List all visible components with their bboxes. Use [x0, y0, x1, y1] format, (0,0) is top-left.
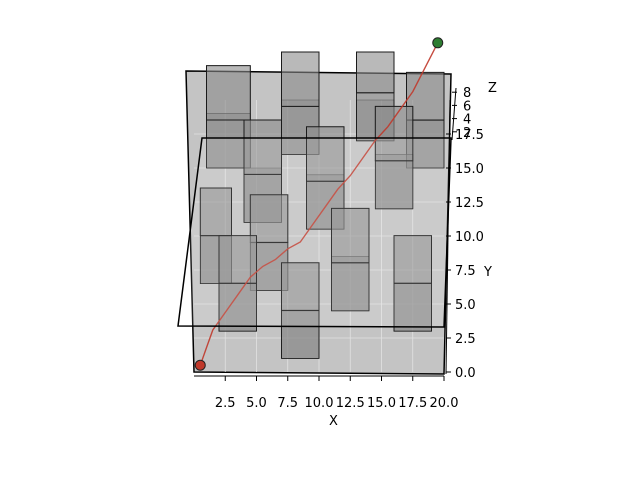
z-tick-label: 4 — [463, 113, 471, 128]
obstacle-box — [218, 235, 257, 332]
obstacle-top-face — [331, 207, 370, 264]
x-axis-label: X — [329, 414, 338, 429]
x-tick-label: 10.0 — [305, 396, 334, 411]
y-tick-label: 5.0 — [455, 298, 476, 313]
obstacle-box — [249, 194, 289, 291]
path-line — [199, 42, 439, 366]
obstacles — [199, 51, 445, 359]
y-tick-label: 0.0 — [455, 366, 476, 381]
obstacle-top-face — [393, 235, 432, 284]
obstacle-box — [331, 207, 370, 312]
obstacle-box — [393, 235, 432, 332]
z-tick-label: 2 — [463, 126, 471, 141]
obstacle-top-face — [306, 126, 345, 182]
y-axis-line — [445, 99, 451, 375]
front-pane-shape — [177, 137, 452, 328]
y-tick-label: 15.0 — [455, 162, 484, 177]
x-tick-label: 20.0 — [430, 396, 459, 411]
obstacle-top-face — [281, 51, 320, 107]
z-axis-label: Z — [488, 81, 497, 96]
axes: 2.5 5.0 7.5 10.0 12.5 15.0 17.5 20.00.02.55.07.… — [194, 86, 484, 411]
x-tick-label: 12.5 — [336, 396, 365, 411]
obstacle-top-face — [374, 105, 414, 162]
y-tick-label: 12.5 — [455, 196, 484, 211]
x-tick-label: 2.5 — [215, 396, 236, 411]
obstacle-top-face — [249, 194, 289, 243]
obstacle-box — [374, 105, 414, 210]
y-tick-label: 2.5 — [455, 332, 476, 347]
obstacle-top-face — [356, 51, 395, 94]
obstacle-box — [281, 262, 320, 359]
z-tick-label: 6 — [463, 99, 471, 114]
x-tick-label: 7.5 — [277, 396, 298, 411]
path-layer — [194, 37, 444, 371]
obstacle-top-face — [218, 235, 257, 284]
y-tick-label: 10.0 — [455, 230, 484, 245]
obstacle-top-face — [206, 65, 251, 121]
start-marker — [194, 359, 206, 371]
goal-marker — [432, 37, 444, 49]
x-tick-label: 15.0 — [367, 396, 396, 411]
x-tick-label: 17.5 — [398, 396, 427, 411]
obstacle-box — [206, 65, 251, 169]
y-axis-label: Y — [483, 265, 492, 280]
x-tick-label: 5.0 — [246, 396, 267, 411]
obstacle-top-face — [281, 262, 320, 311]
front-pane — [177, 137, 452, 328]
y-tick-label: 17.5 — [455, 128, 484, 143]
z-tick-label: 8 — [463, 86, 471, 101]
y-tick-label: 7.5 — [455, 264, 476, 279]
